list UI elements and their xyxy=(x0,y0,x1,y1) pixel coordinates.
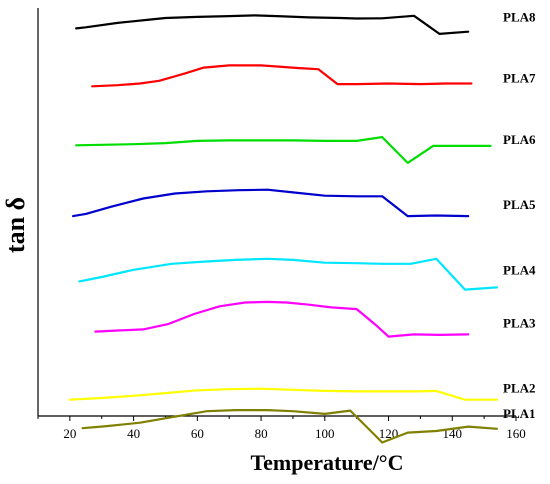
series-line-pla6 xyxy=(75,136,492,164)
series-line-pla4 xyxy=(78,257,498,291)
x-tick-label: 160 xyxy=(506,426,526,441)
x-tick-label: 20 xyxy=(63,426,76,441)
series-label-pla5: PLA5 xyxy=(503,197,536,212)
series-label-pla2: PLA2 xyxy=(503,381,536,396)
series-label-pla6: PLA6 xyxy=(503,132,536,147)
series-line-pla7 xyxy=(91,64,473,88)
series-group xyxy=(68,14,498,444)
x-tick-label: 40 xyxy=(127,426,140,441)
series-line-pla3 xyxy=(94,300,470,338)
x-tick-label: 80 xyxy=(255,426,268,441)
series-line-pla1 xyxy=(81,409,498,444)
x-tick-label: 100 xyxy=(315,426,335,441)
series-label-pla4: PLA4 xyxy=(503,262,536,277)
series-line-pla2 xyxy=(68,387,498,401)
series-labels: PLA8 PLA7 PLA6 PLA5 PLA4 PLA3 PLA2 PLA1 xyxy=(503,9,536,421)
series-label-pla8: PLA8 xyxy=(503,9,536,24)
x-axis-title: Temperature/°C xyxy=(250,450,403,475)
series-label-pla1: PLA1 xyxy=(503,406,536,421)
series-line-pla5 xyxy=(71,188,470,218)
x-tick-label: 60 xyxy=(191,426,204,441)
y-axis-title: tan δ xyxy=(1,197,30,253)
x-axis-ticks: 20 40 60 80 100 120 140 160 xyxy=(37,416,526,441)
series-line-pla8 xyxy=(75,14,470,36)
series-label-pla7: PLA7 xyxy=(503,71,536,86)
series-label-pla3: PLA3 xyxy=(503,315,536,330)
x-tick-label: 120 xyxy=(379,426,399,441)
